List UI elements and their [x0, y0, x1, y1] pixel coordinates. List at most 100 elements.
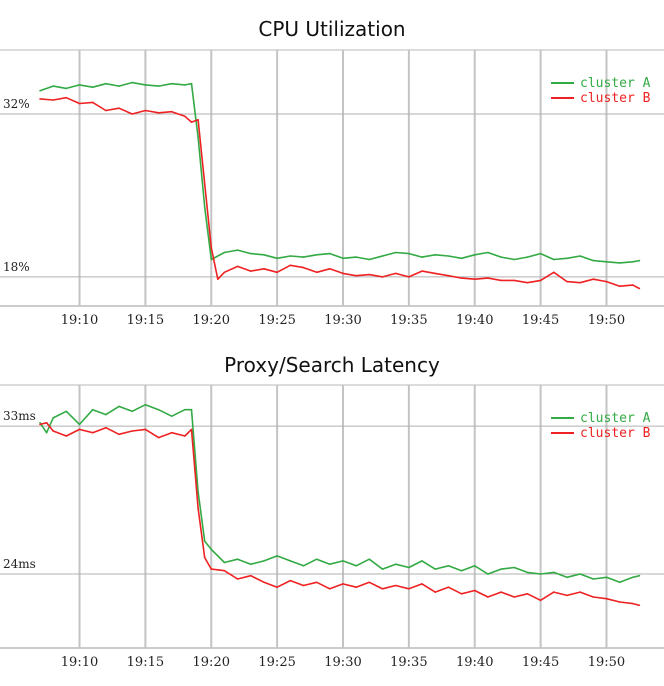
data-point — [302, 256, 305, 258]
data-point — [539, 252, 542, 255]
data-point — [553, 591, 555, 593]
data-point — [500, 591, 502, 593]
data-point — [513, 258, 516, 261]
data-point — [342, 560, 344, 562]
data-point — [203, 183, 206, 185]
data-point — [473, 254, 476, 256]
data-point — [131, 81, 133, 84]
data-point — [223, 561, 226, 564]
data-point — [65, 96, 68, 99]
data-point — [355, 565, 358, 567]
data-point — [460, 569, 463, 572]
data-point — [539, 599, 542, 602]
data-point — [39, 423, 41, 426]
data-point — [52, 99, 54, 101]
data-point — [144, 403, 147, 406]
y-tick-label: 33ms — [3, 409, 36, 423]
x-tick-label: 19:50 — [588, 313, 625, 328]
legend-label: cluster B — [580, 426, 651, 441]
data-point — [355, 274, 358, 277]
data-point — [190, 82, 193, 85]
data-point — [592, 259, 595, 262]
data-point — [368, 273, 371, 276]
data-point — [170, 82, 173, 85]
data-point — [408, 588, 410, 590]
data-point — [105, 82, 107, 85]
data-point — [302, 266, 305, 269]
series-line-cluster-A — [39, 403, 640, 584]
data-point — [434, 272, 437, 275]
data-point — [131, 113, 133, 115]
data-point — [579, 591, 581, 593]
data-point — [526, 593, 529, 595]
data-point — [263, 254, 265, 256]
data-point — [539, 573, 542, 575]
data-point — [487, 251, 489, 254]
data-point — [190, 121, 193, 123]
data-point — [381, 568, 384, 570]
x-tick-label: 19:45 — [522, 313, 559, 328]
data-point — [473, 565, 476, 567]
data-point — [487, 277, 489, 279]
data-point — [447, 274, 450, 277]
data-point — [276, 271, 278, 274]
x-tick-label: 19:10 — [61, 655, 98, 670]
data-point — [592, 278, 595, 281]
data-point — [394, 563, 397, 565]
data-point — [289, 264, 292, 267]
data-point — [184, 408, 186, 411]
y-tick-label: 32% — [3, 97, 30, 111]
data-point — [65, 87, 68, 90]
data-point — [473, 278, 476, 281]
data-point — [315, 271, 318, 274]
data-point — [605, 280, 608, 283]
data-point — [526, 281, 529, 284]
data-point — [618, 601, 621, 603]
data-point — [302, 584, 305, 587]
data-point — [605, 576, 608, 579]
data-point — [618, 262, 621, 264]
x-tick-label: 19:20 — [193, 313, 230, 328]
data-point — [408, 276, 410, 278]
data-point — [263, 560, 265, 562]
data-point — [638, 287, 641, 290]
data-point — [276, 257, 278, 260]
series-line-cluster-B — [39, 421, 640, 607]
data-point — [355, 256, 358, 258]
x-tick-label: 19:10 — [61, 313, 98, 328]
data-point — [210, 548, 213, 551]
data-point — [579, 573, 581, 575]
data-point — [618, 285, 621, 288]
data-point — [526, 571, 529, 574]
series-line-cluster-A — [39, 81, 640, 264]
data-point — [500, 256, 502, 258]
data-point — [315, 581, 318, 584]
data-point — [289, 560, 292, 562]
data-point — [170, 110, 173, 113]
x-tick-label: 19:30 — [324, 313, 361, 328]
data-point — [394, 272, 397, 275]
data-point — [632, 602, 634, 605]
data-point — [118, 107, 120, 109]
data-point — [553, 258, 555, 261]
data-point — [638, 574, 641, 577]
data-point — [210, 258, 213, 261]
chart-panel-0: CPU Utilization 19:10 19:15 19:20 19:25 19:30… — [0, 17, 664, 328]
data-point — [217, 278, 219, 281]
data-point — [368, 258, 371, 261]
data-point — [52, 85, 54, 87]
data-point — [91, 408, 94, 411]
data-point — [342, 257, 344, 260]
data-point — [105, 413, 107, 416]
data-point — [184, 435, 186, 437]
data-point — [45, 431, 48, 434]
data-point — [197, 119, 199, 121]
data-point — [592, 578, 595, 580]
data-point — [78, 428, 81, 431]
data-point — [526, 256, 529, 258]
data-point — [500, 279, 502, 282]
data-point — [263, 268, 265, 270]
data-point — [315, 558, 318, 560]
